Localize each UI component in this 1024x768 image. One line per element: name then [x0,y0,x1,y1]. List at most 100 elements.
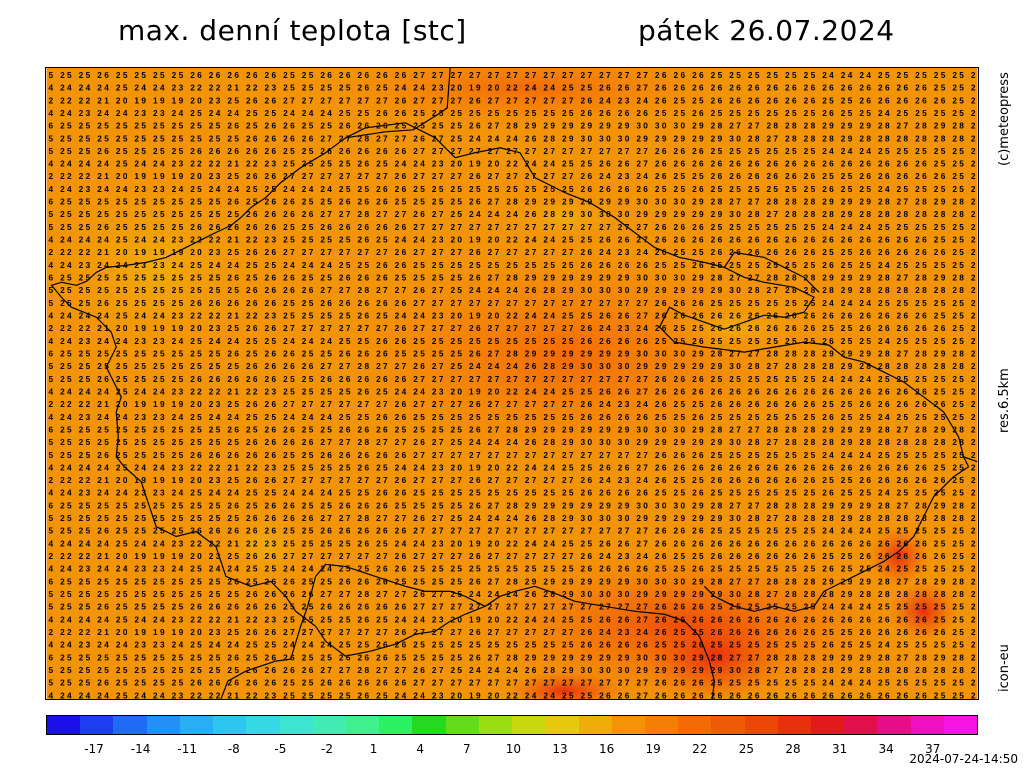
legend-swatch [811,716,845,734]
grid-row: 4 24 23 24 24 23 23 24 25 24 24 25 25 24… [48,185,975,194]
legend-swatch [312,716,346,734]
legend-swatch [213,716,247,734]
grid-row: 2 22 22 21 20 19 19 19 20 23 25 26 26 27… [48,324,975,333]
legend-swatch [80,716,114,734]
hot-zone [644,611,785,699]
legend-swatch [379,716,413,734]
grid-row: 2 22 22 21 20 19 19 19 20 23 25 26 26 27… [48,400,975,409]
grid-row: 6 25 25 25 25 25 25 25 25 25 26 25 26 26… [48,122,975,131]
legend-swatch [146,716,180,734]
grid-row: 5 25 25 25 25 25 25 25 25 25 25 26 26 26… [48,286,975,295]
legend-swatch [777,716,812,734]
color-legend-ticks: -17 -14 -11 -8 -5 -2 1 4 7 10 13 16 19 22 25 28 31 34 37 [0,742,1024,756]
legend-tick-label: -14 [130,742,151,756]
grid-row: 4 24 23 24 24 23 23 24 25 24 24 25 25 24… [48,489,975,498]
grid-row: 4 24 24 24 25 24 24 23 22 22 21 22 23 25… [48,463,975,472]
color-legend-bar [46,715,978,735]
grid-row: 4 24 23 24 24 23 23 24 25 24 24 25 25 24… [48,641,975,650]
legend-tick-label: 16 [598,742,615,756]
legend-tick-label: 22 [692,742,708,756]
legend-swatch [512,716,546,734]
grid-row: 6 25 25 25 25 25 25 25 25 25 26 25 26 26… [48,501,975,510]
grid-row: 5 25 25 26 25 25 25 25 26 26 26 26 26 25… [48,451,975,460]
legend-swatch [744,716,778,734]
grid-row: 5 25 25 25 25 25 25 25 25 25 25 26 26 26… [48,666,975,675]
grid-row: 5 25 25 26 25 25 25 25 26 26 26 26 26 25… [48,147,975,156]
grid-row: 6 25 25 25 25 25 25 25 25 25 26 25 26 26… [48,198,975,207]
grid-row: 5 25 25 25 25 25 25 25 25 25 25 26 26 26… [48,134,975,143]
legend-swatch [943,716,978,734]
legend-tick-label: -5 [274,742,287,756]
grid-row: 4 24 24 24 25 24 24 23 22 22 21 22 23 25… [48,312,975,321]
grid-row: 5 25 25 26 25 25 25 25 26 26 26 26 26 25… [48,375,975,384]
region-outline [290,563,486,660]
grid-row: 2 22 22 21 20 19 19 19 20 23 25 26 26 27… [48,96,975,105]
grid-row: 4 24 24 24 25 24 24 23 22 22 21 22 23 25… [48,539,975,548]
legend-tick-label: 7 [462,742,471,756]
timestamp: 2024-07-24-14:50 [909,752,1018,766]
warm-zone [325,68,725,128]
grid-row: 5 25 25 26 25 25 25 25 26 26 26 26 26 25… [48,223,975,232]
region-outline [963,456,978,463]
legend-swatch [113,716,147,734]
grid-row: 2 22 22 21 20 19 19 19 20 23 25 26 26 27… [48,628,975,637]
grid-row: 4 24 23 24 24 23 23 24 25 24 24 25 25 24… [48,261,975,270]
grid-row: 5 25 25 26 25 25 25 25 26 26 26 26 26 25… [48,603,975,612]
legend-swatch [445,716,479,734]
legend-tick-label: 31 [831,742,848,756]
map-date: pátek 26.07.2024 [638,14,895,47]
hot-zone [868,526,929,587]
legend-tick-label: 19 [645,742,661,756]
country-border [50,68,715,699]
grid-row: 4 24 24 24 25 24 24 23 22 22 21 22 23 25… [48,615,975,624]
grid-row: 5 25 25 26 25 25 25 25 26 26 26 26 26 25… [48,299,975,308]
grid-row: 5 25 25 25 25 25 25 25 25 25 25 26 26 26… [48,514,975,523]
grid-row: 2 22 22 21 20 19 19 19 20 23 25 26 26 27… [48,552,975,561]
cool-zone [215,496,316,597]
legend-swatch [611,716,645,734]
model-label: icon-eu [997,644,1012,692]
legend-swatch [478,716,513,734]
legend-swatch [47,716,81,734]
hot-zone [888,581,959,642]
hot-zone [505,671,625,699]
grid-row: 4 24 24 24 25 24 24 23 22 22 21 22 23 25… [48,84,975,93]
grid-row: 4 24 23 24 24 23 23 24 25 24 24 25 25 24… [48,109,975,118]
legend-swatch [644,716,679,734]
grid-row: 5 25 25 25 25 25 25 25 25 25 25 26 26 26… [48,438,975,447]
legend-tick-label: 1 [369,742,378,756]
grid-row: 4 24 24 24 25 24 24 23 22 22 21 22 23 25… [48,236,975,245]
legend-tick-label: 28 [785,742,801,756]
legend-tick-label: -8 [227,742,240,756]
cool-zone [46,157,276,377]
grid-row: 6 25 25 25 25 25 25 25 25 25 26 25 26 26… [48,349,975,358]
legend-tick-label: 25 [738,742,755,756]
resolution-label: res.6.5km [997,368,1012,433]
region-outline [345,122,970,468]
legend-swatch [179,716,214,734]
map-title: max. denní teplota [stc] [118,14,467,47]
region-outline [723,251,820,293]
legend-tick-label: 34 [878,742,894,756]
legend-swatch [910,716,944,734]
grid-row: 4 24 24 24 25 24 24 23 22 22 21 22 23 25… [48,160,975,169]
grid-row: 5 25 25 25 25 25 25 25 25 25 25 26 26 26… [48,362,975,371]
grid-row: 5 25 25 26 25 25 25 25 26 26 26 26 26 25… [48,679,975,688]
legend-swatch [279,716,313,734]
legend-tick-label: -11 [177,742,197,756]
grid-row: 4 24 24 24 25 24 24 23 22 22 21 22 23 25… [48,691,975,700]
legend-tick-label: -2 [321,742,333,756]
legend-swatch [877,716,911,734]
grid-row: 6 25 25 25 25 25 25 25 25 25 26 25 26 26… [48,425,975,434]
grid-row: 2 22 22 21 20 19 19 19 20 23 25 26 26 27… [48,172,975,181]
grid-row: 5 25 25 25 25 25 25 25 25 25 25 26 26 26… [48,590,975,599]
grid-row: 4 24 23 24 24 23 23 24 25 24 24 25 25 24… [48,413,975,422]
region-outline [703,466,969,612]
legend-swatch [345,716,380,734]
grid-row: 5 25 25 26 25 25 25 25 26 26 26 26 26 25… [48,527,975,536]
legend-tick-label: 4 [416,742,425,756]
temperature-map: 5 25 25 26 25 25 25 25 26 26 26 26 26 25… [45,67,979,700]
grid-row: 2 22 22 21 20 19 19 19 20 23 25 26 26 27… [48,476,975,485]
legend-tick-label: 13 [552,742,568,756]
legend-tick-label: 10 [505,742,522,756]
